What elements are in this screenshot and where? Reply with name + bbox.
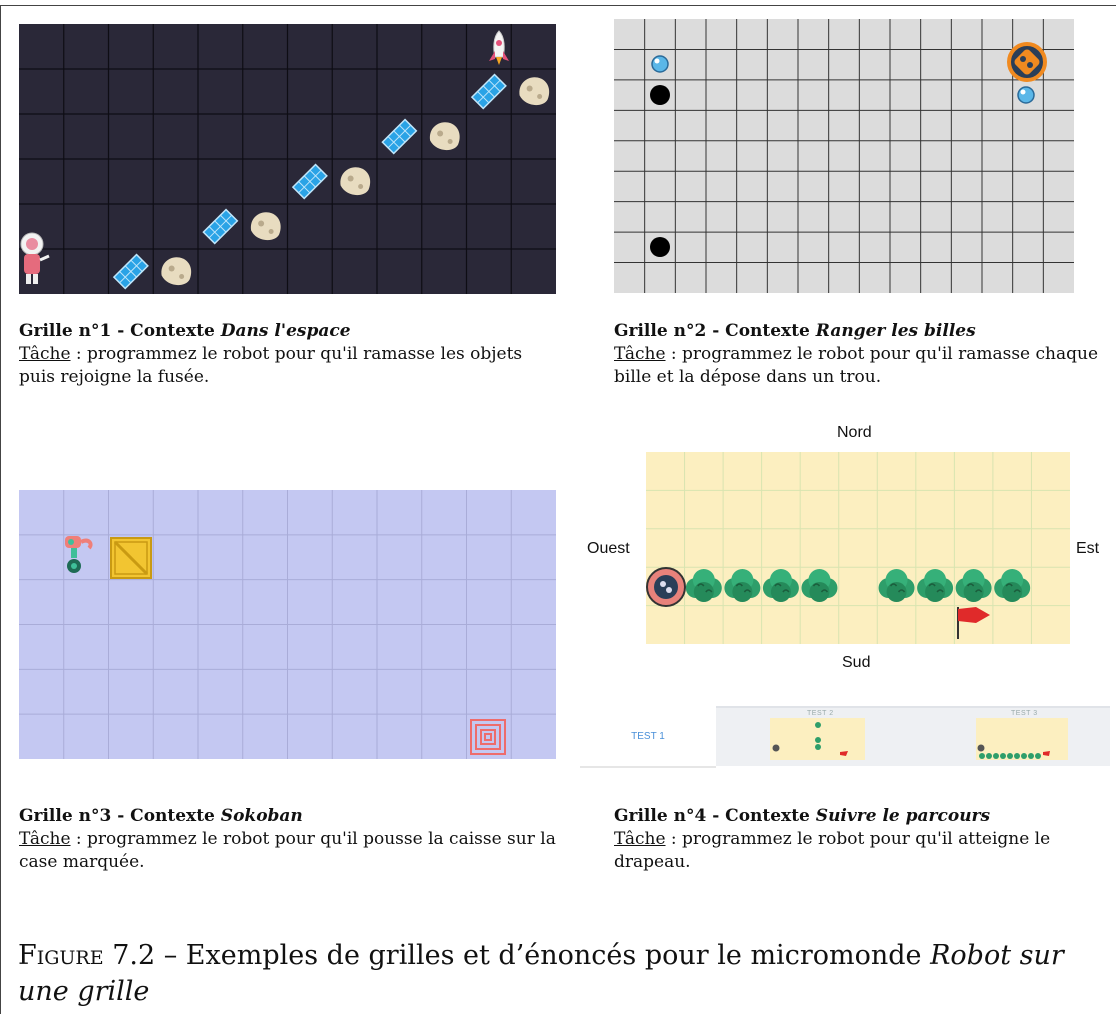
south-label: Sud bbox=[842, 654, 871, 671]
solar-panel-icon bbox=[202, 208, 239, 245]
grid-2-caption: Grille n°2 - Contexte Ranger les billes … bbox=[614, 320, 1112, 389]
tree-icon bbox=[994, 569, 1031, 602]
grid-space bbox=[19, 24, 556, 294]
target-icon bbox=[470, 719, 506, 755]
grid-2-task: Tâche : programmez le robot pour qu'il r… bbox=[614, 344, 1099, 387]
asteroid-icon bbox=[340, 167, 371, 196]
asteroid-icon bbox=[519, 77, 550, 106]
solar-panel-icon bbox=[112, 253, 149, 290]
west-label: Ouest bbox=[587, 540, 630, 557]
grid-1-caption: Grille n°1 - Contexte Dans l'espace Tâch… bbox=[19, 320, 559, 389]
solar-panel-icon bbox=[470, 73, 507, 110]
grid-4-task: Tâche : programmez le robot pour qu'il a… bbox=[614, 829, 1051, 872]
grid-3-task: Tâche : programmez le robot pour qu'il p… bbox=[19, 829, 556, 872]
tree-icon bbox=[724, 569, 761, 602]
asteroid-icon bbox=[429, 122, 460, 151]
north-label: Nord bbox=[837, 424, 872, 441]
hole-icon bbox=[650, 85, 670, 105]
robot-icon bbox=[646, 567, 686, 607]
hole-icon bbox=[650, 237, 670, 257]
grid-1-title: Grille n°1 - Contexte Dans l'espace bbox=[19, 321, 351, 341]
tree-icon bbox=[917, 569, 954, 602]
astronaut-robot-icon bbox=[20, 232, 50, 284]
asteroid-icon bbox=[250, 212, 281, 241]
east-label: Est bbox=[1076, 540, 1100, 557]
tab-test-3-label[interactable]: TEST 3 bbox=[1011, 710, 1038, 717]
tree-icon bbox=[762, 569, 799, 602]
tree-icon bbox=[801, 569, 838, 602]
grid-4-title: Grille n°4 - Contexte Suivre le parcours bbox=[614, 806, 991, 826]
crate-icon bbox=[110, 537, 152, 579]
tree-icon bbox=[955, 569, 992, 602]
robot-icon bbox=[1007, 42, 1047, 82]
grid-2-title: Grille n°2 - Contexte Ranger les billes bbox=[614, 321, 976, 341]
grid-3-caption: Grille n°3 - Contexte Sokoban Tâche : pr… bbox=[19, 805, 559, 874]
tab-test-2-label[interactable]: TEST 2 bbox=[807, 710, 834, 717]
solar-panel-icon bbox=[291, 163, 328, 200]
solar-panel-icon bbox=[381, 118, 418, 155]
grid-3-title: Grille n°3 - Contexte Sokoban bbox=[19, 806, 303, 826]
grid-sokoban bbox=[19, 490, 556, 759]
rocket-icon bbox=[489, 30, 509, 65]
test-2-thumbnail[interactable] bbox=[770, 718, 865, 760]
figure-frame-left bbox=[0, 5, 1, 1014]
marble-icon bbox=[651, 55, 669, 73]
asteroid-icon bbox=[161, 257, 192, 286]
grid-4-caption: Grille n°4 - Contexte Suivre le parcours… bbox=[614, 805, 1112, 874]
robot-icon bbox=[65, 536, 93, 573]
figure-frame-top bbox=[0, 5, 1116, 6]
grid-1-task: Tâche : programmez le robot pour qu'il r… bbox=[19, 344, 523, 387]
tab-test-1[interactable]: TEST 1 bbox=[580, 706, 716, 768]
figure-caption: Figure 7.2 – Exemples de grilles et d’én… bbox=[18, 940, 1064, 1007]
grid-path bbox=[646, 452, 1070, 644]
grid-marbles bbox=[614, 19, 1074, 293]
tree-icon bbox=[685, 569, 722, 602]
test-3-thumbnail[interactable] bbox=[976, 718, 1068, 760]
test-tabs: TEST 1 TEST 2 TEST 3 bbox=[580, 706, 1110, 768]
tree-icon bbox=[878, 569, 915, 602]
marble-icon bbox=[1017, 86, 1035, 104]
flag-icon bbox=[957, 607, 990, 639]
